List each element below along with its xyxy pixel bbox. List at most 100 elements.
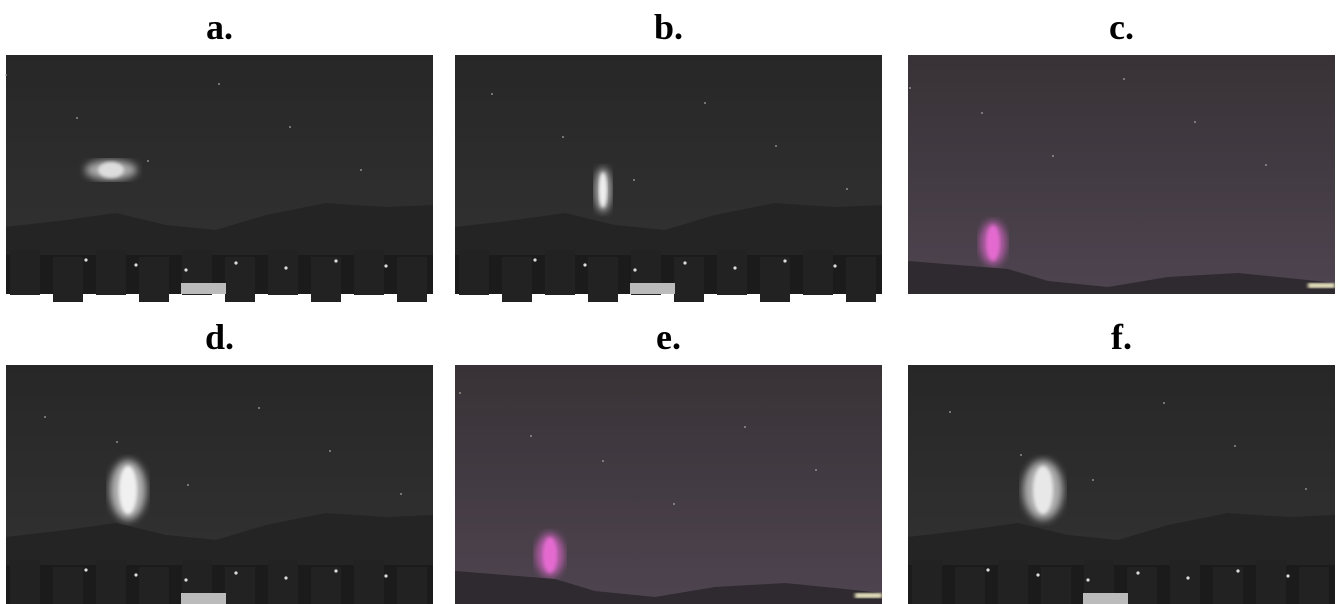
star — [673, 503, 675, 505]
bright-building — [1083, 593, 1128, 604]
building — [96, 250, 126, 295]
building — [225, 257, 255, 302]
sky — [908, 55, 1335, 294]
building — [1256, 560, 1286, 604]
panel-label: c. — [1109, 7, 1134, 47]
city-light — [733, 266, 737, 270]
building — [311, 567, 341, 604]
city-light — [84, 568, 88, 572]
city-light — [1036, 573, 1040, 577]
sky — [455, 365, 882, 604]
star — [187, 484, 189, 486]
building — [96, 560, 126, 604]
sprite-core — [599, 172, 607, 208]
photo — [908, 55, 1335, 294]
building — [674, 257, 704, 302]
building — [502, 257, 532, 302]
city-light — [184, 268, 188, 272]
horizon-light — [1308, 283, 1335, 288]
photo — [455, 365, 882, 604]
star — [562, 136, 564, 138]
photo — [908, 365, 1335, 604]
building — [717, 250, 747, 295]
city-light — [284, 576, 288, 580]
star — [116, 441, 118, 443]
star — [846, 188, 848, 190]
city-light — [334, 569, 338, 573]
building — [53, 257, 83, 302]
city-light — [1136, 571, 1140, 575]
panel-label: e. — [656, 317, 681, 357]
city-light — [783, 259, 787, 263]
photo — [6, 365, 433, 604]
star — [1265, 164, 1267, 166]
building — [139, 567, 169, 604]
building — [998, 560, 1028, 604]
star — [949, 411, 951, 413]
city-light — [1236, 569, 1240, 573]
star — [360, 169, 362, 171]
photo — [455, 55, 882, 302]
building — [459, 250, 489, 295]
building — [10, 250, 40, 295]
building — [846, 257, 876, 302]
city-light — [334, 259, 338, 263]
city-light — [134, 573, 138, 577]
city-light — [234, 571, 238, 575]
building — [225, 567, 255, 604]
building — [10, 560, 40, 604]
star — [633, 179, 635, 181]
city-light — [833, 264, 837, 268]
building — [139, 257, 169, 302]
sprite-core — [543, 537, 557, 573]
panel-label: f. — [1111, 317, 1132, 357]
star — [44, 416, 46, 418]
star — [775, 145, 777, 147]
mountains — [908, 261, 1335, 294]
star — [1020, 454, 1022, 456]
building — [760, 257, 790, 302]
city-light — [234, 261, 238, 265]
sprite-core — [986, 225, 1000, 261]
building — [545, 250, 575, 295]
city-light — [284, 266, 288, 270]
star — [744, 426, 746, 428]
city-light — [986, 568, 990, 572]
star — [704, 102, 706, 104]
building — [955, 567, 985, 604]
star — [491, 93, 493, 95]
city-light — [134, 263, 138, 267]
city-light — [384, 574, 388, 578]
building — [354, 560, 384, 604]
city-light — [533, 258, 537, 262]
building — [1170, 560, 1200, 604]
star — [400, 493, 402, 495]
star — [815, 469, 817, 471]
building — [397, 567, 427, 604]
building — [1299, 567, 1329, 604]
building — [397, 257, 427, 302]
photo — [5, 55, 433, 302]
star — [329, 450, 331, 452]
panel-label: d. — [205, 317, 234, 357]
city-light — [84, 258, 88, 262]
star — [1194, 121, 1196, 123]
star — [1234, 445, 1236, 447]
bright-building — [181, 593, 226, 604]
building — [1127, 567, 1157, 604]
horizon-light — [855, 593, 882, 598]
mountains — [455, 571, 882, 604]
star — [530, 435, 532, 437]
star — [1305, 488, 1307, 490]
sprite-core — [1033, 466, 1053, 514]
building — [1213, 567, 1243, 604]
star — [5, 74, 7, 76]
star — [218, 83, 220, 85]
star — [981, 112, 983, 114]
city-light — [184, 578, 188, 582]
building — [588, 257, 618, 302]
building — [803, 250, 833, 295]
bright-building — [181, 283, 226, 294]
star — [258, 407, 260, 409]
